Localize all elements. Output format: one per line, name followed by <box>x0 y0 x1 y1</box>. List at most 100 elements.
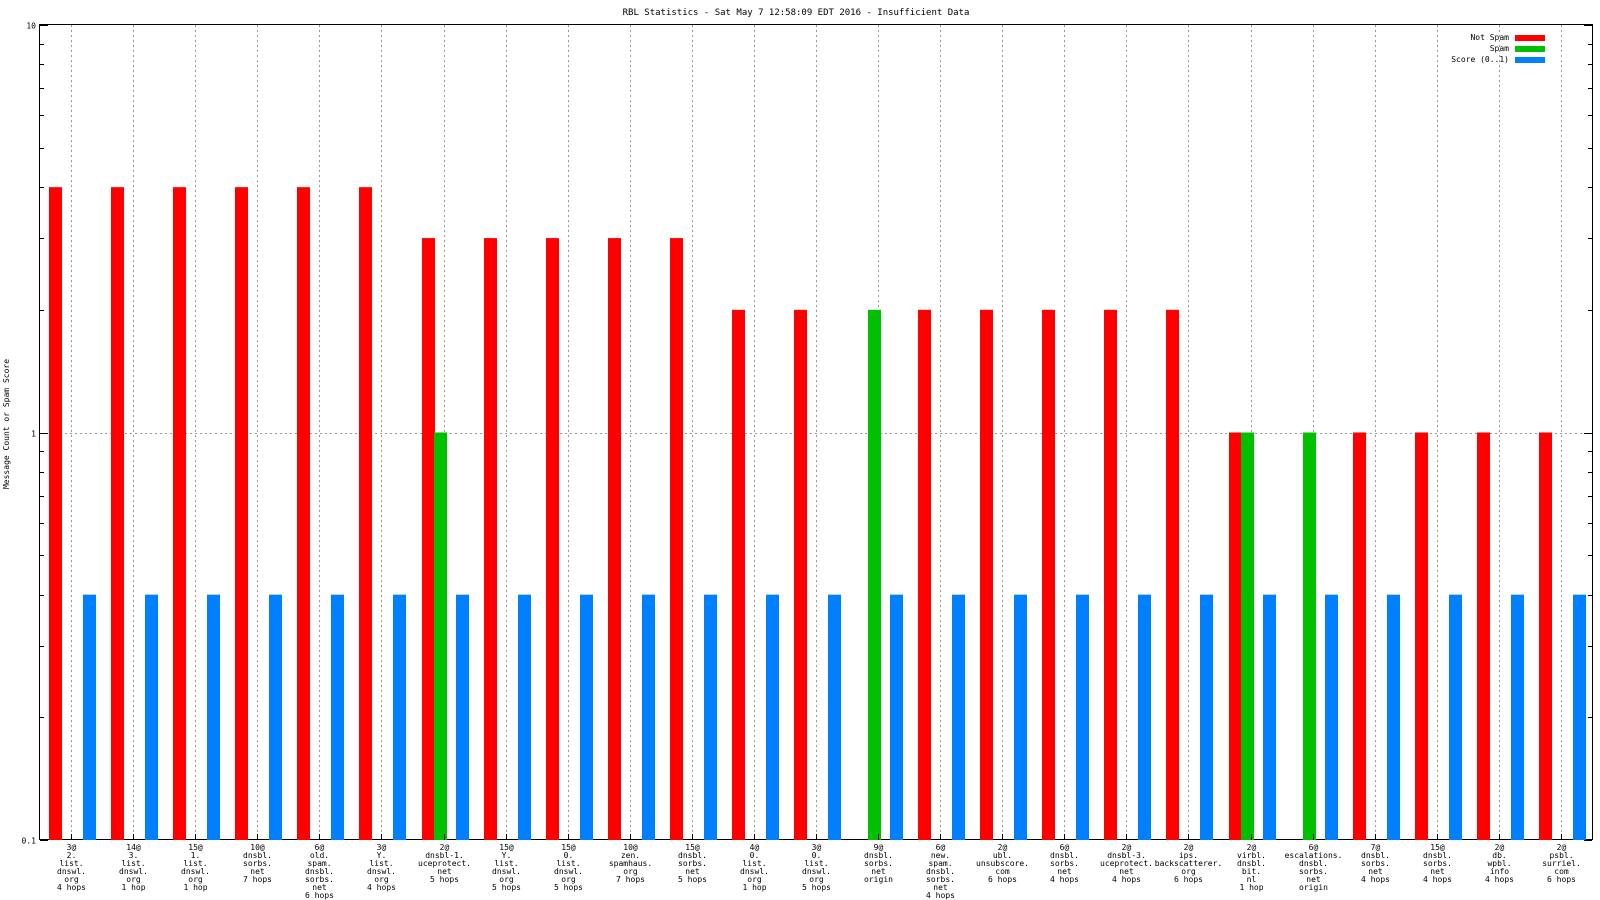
x-tick-label-line: 6@ <box>1060 843 1070 852</box>
x-tick-label-line: sorbs. <box>243 859 272 868</box>
bar-not-spam <box>297 187 310 841</box>
bar-not-spam <box>732 309 745 840</box>
x-tick-label-line: backscatterer. <box>1155 859 1222 868</box>
x-tick-label-line: sorbs. <box>926 875 955 884</box>
x-tick-label-line: info <box>1490 867 1509 876</box>
x-tick-label-line: 5 hops <box>492 883 521 892</box>
x-tick-label-line: escalations. <box>1285 851 1343 860</box>
x-tick-label-line: virbl. <box>1237 851 1266 860</box>
x-tick-label-line: 5 hops <box>554 883 583 892</box>
x-tick-label-line: 3@ <box>812 843 822 852</box>
legend-swatch <box>1515 35 1545 41</box>
x-tick-label-line: list. <box>59 859 83 868</box>
x-tick-label-line: net <box>685 867 700 876</box>
y-tick-label: 0.1 <box>22 837 37 846</box>
x-tick-label-line: dnsbl. <box>678 851 707 860</box>
x-tick-label-line: 10@ <box>623 843 638 852</box>
x-tick-label-line: 2@ <box>1122 843 1132 852</box>
x-tick-label-line: 10@ <box>250 843 265 852</box>
x-tick-label-line: db. <box>1492 851 1506 860</box>
bar-score-0-1 <box>1573 594 1586 840</box>
x-tick-label-line: psbl. <box>1549 851 1573 860</box>
chart-title: RBL Statistics - Sat May 7 12:58:09 EDT … <box>623 8 970 18</box>
x-tick-label: 15@ 1. list. dnswl. org 1 hop <box>181 843 210 892</box>
x-tick-label: 15@ dnsbl. sorbs. net 5 hops <box>678 843 707 884</box>
x-tick-label-line: list. <box>494 859 518 868</box>
x-tick-label-line: 3@ <box>67 843 77 852</box>
x-tick-label-line: dnsbl. <box>926 867 955 876</box>
bar-not-spam <box>670 238 683 840</box>
bar-not-spam <box>1166 309 1179 840</box>
x-tick-label-line: 4 hops <box>1050 875 1079 884</box>
x-tick-label-line: 6 hops <box>305 891 334 900</box>
bar-score-0-1 <box>952 594 965 840</box>
bar-score-0-1 <box>642 594 655 840</box>
x-tick-label-line: 6 hops <box>988 875 1017 884</box>
x-tick-label-line: dnsbl. <box>243 851 272 860</box>
bars-layer <box>49 187 1586 841</box>
x-tick-label-line: uceprotect. <box>418 859 471 868</box>
bar-not-spam <box>359 187 372 841</box>
x-tick-label-line: 1. <box>191 851 201 860</box>
x-tick-label-line: 6@ <box>315 843 325 852</box>
x-tick-label-line: 5 hops <box>802 883 831 892</box>
x-tick-label-line: 6@ <box>936 843 946 852</box>
bar-score-0-1 <box>393 594 406 840</box>
x-tick-label-line: 6 hops <box>1174 875 1203 884</box>
bar-score-0-1 <box>766 594 779 840</box>
x-tick-label: 3@ 2. list. dnswl. org 4 hops <box>57 843 86 892</box>
bar-spam <box>1303 432 1316 840</box>
bar-not-spam <box>173 187 186 841</box>
x-tick-label-line: dnswl. <box>554 867 583 876</box>
x-tick-label-line: net <box>1057 867 1072 876</box>
x-tick-label-line: 7@ <box>1371 843 1381 852</box>
x-tick-label-line: sorbs. <box>1423 859 1452 868</box>
x-tick-label-line: 3@ <box>377 843 387 852</box>
x-tick-label-line: 1 hop <box>183 883 207 892</box>
x-tick-label-line: 9@ <box>874 843 884 852</box>
x-tick-label: 2@ virbl. dnsbl. bit. nl 1 hop <box>1237 843 1266 892</box>
x-tick-label-line: org <box>1181 867 1196 876</box>
bar-not-spam <box>235 187 248 841</box>
x-tick-label-line: net <box>871 867 886 876</box>
x-tick-label-line: dnswl. <box>367 867 396 876</box>
x-tick-label-line: net <box>1368 867 1383 876</box>
bar-score-0-1 <box>83 594 96 840</box>
bar-not-spam <box>794 309 807 840</box>
x-tick-label: 6@ dnsbl. sorbs. net 4 hops <box>1050 843 1079 884</box>
bar-not-spam <box>1229 432 1242 840</box>
x-tick-label-line: org <box>623 867 638 876</box>
x-tick-label-line: list. <box>742 859 766 868</box>
y-tick-label: 10 <box>26 22 36 31</box>
bar-spam <box>1241 432 1254 840</box>
bar-score-0-1 <box>1138 594 1151 840</box>
x-tick-label-line: org <box>374 875 389 884</box>
x-tick-label-line: 15@ <box>685 843 700 852</box>
x-tick-label-line: bit. <box>1242 867 1261 876</box>
bar-score-0-1 <box>704 594 717 840</box>
x-tick-label-line: Y. <box>502 851 512 860</box>
bar-not-spam <box>49 187 62 841</box>
x-tick-label-line: 15@ <box>499 843 514 852</box>
x-tick-label-line: 2@ <box>1557 843 1567 852</box>
x-tick-label-line: dnsbl. <box>305 867 334 876</box>
bar-spam <box>868 309 881 840</box>
legend-swatch <box>1515 46 1545 52</box>
x-tick-label-line: 4 hops <box>926 891 955 900</box>
bar-score-0-1 <box>1387 594 1400 840</box>
bar-not-spam <box>918 309 931 840</box>
x-tick-label-line: sorbs. <box>1050 859 1079 868</box>
legend-label: Score (0..1) <box>1451 55 1509 64</box>
x-tick-label-line: 0. <box>750 851 760 860</box>
x-tick-label: 10@ dnsbl. sorbs. net 7 hops <box>243 843 272 884</box>
x-tick-label-line: 5 hops <box>678 875 707 884</box>
legend-label: Not Spam <box>1470 33 1509 42</box>
x-tick-label: 15@ Y. list. dnswl. org 5 hops <box>492 843 521 892</box>
x-tick-label-line: 2@ <box>1247 843 1257 852</box>
bar-not-spam <box>484 238 497 840</box>
x-tick-label-line: org <box>809 875 824 884</box>
x-tick-label: 14@ 3. list. dnswl. org 1 hop <box>119 843 148 892</box>
bar-not-spam <box>1104 309 1117 840</box>
bar-score-0-1 <box>269 594 282 840</box>
x-tick-label-line: 1 hop <box>742 883 766 892</box>
